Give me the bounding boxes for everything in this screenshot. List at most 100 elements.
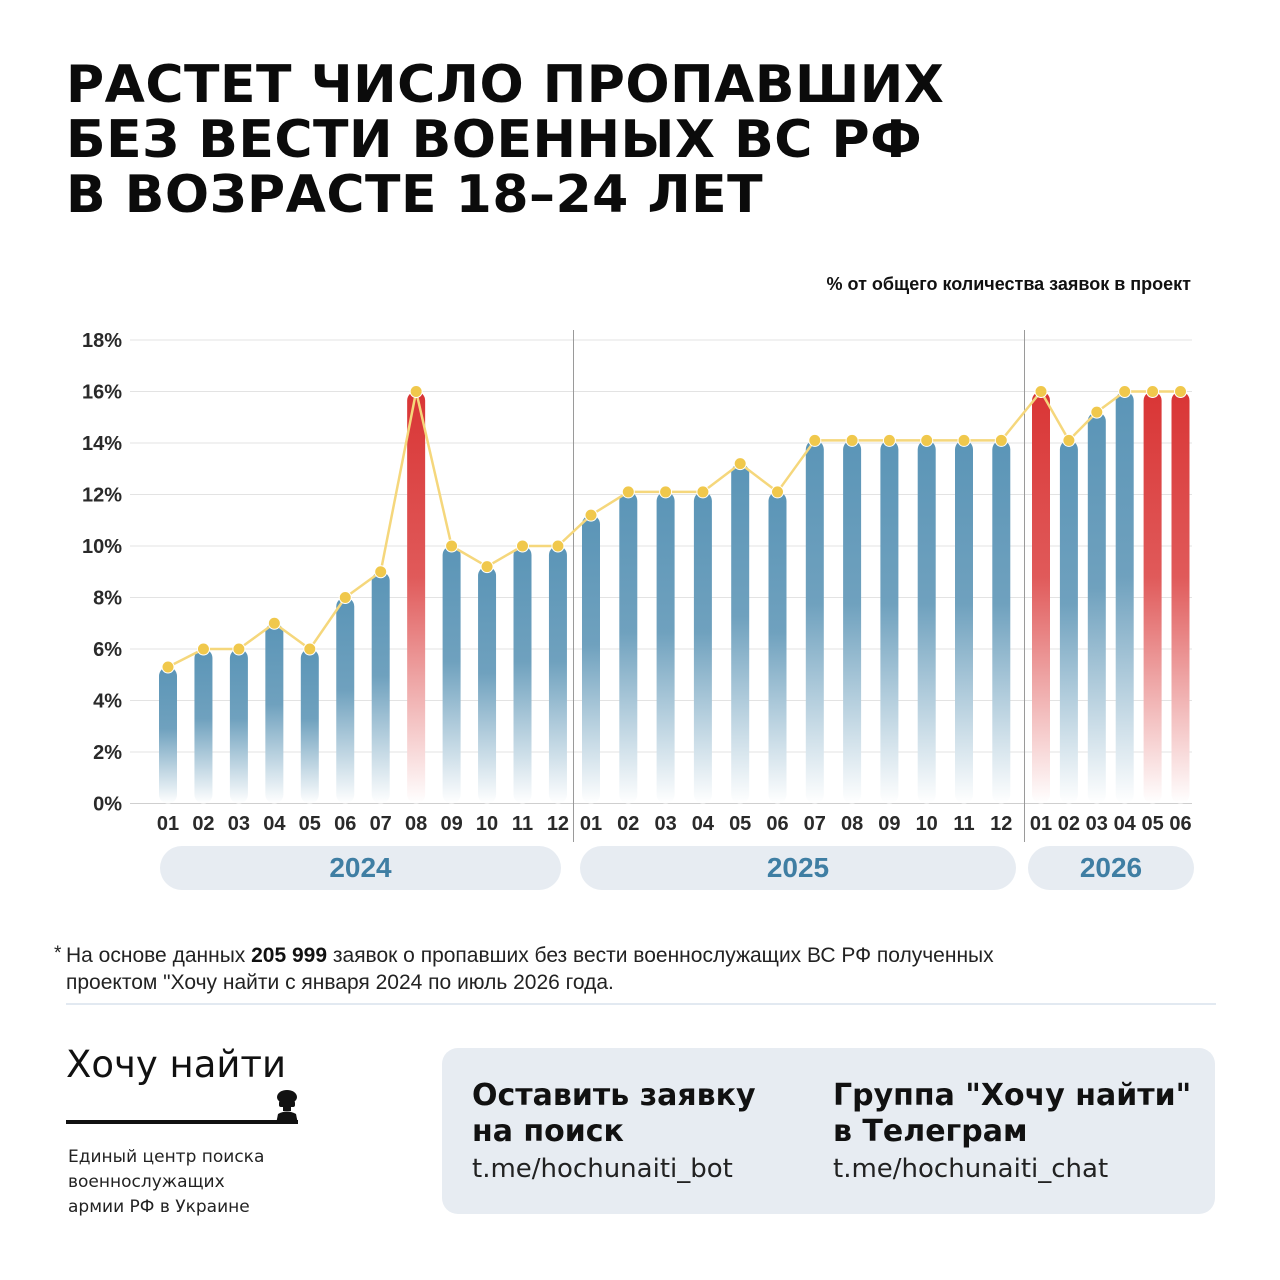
trend-point <box>994 433 1008 447</box>
trend-point <box>920 433 934 447</box>
bar <box>843 440 862 804</box>
brand-name: Хочу найти <box>66 1043 287 1086</box>
trend-point <box>696 485 710 499</box>
request-link-block: Оставить заявку на поиск t.me/hochunaiti… <box>472 1078 756 1184</box>
trend-point <box>621 485 635 499</box>
year-label: 2025 <box>767 852 829 883</box>
y-tick-label: 12% <box>82 485 122 507</box>
bar <box>229 649 248 804</box>
x-tick-label: 01 <box>580 813 602 835</box>
bar <box>731 463 750 804</box>
y-tick-label: 2% <box>93 742 122 764</box>
x-tick-label: 04 <box>263 813 286 835</box>
x-tick-label: 11 <box>512 813 533 835</box>
bar <box>442 546 461 804</box>
year-label: 2026 <box>1080 852 1142 883</box>
x-tick-label: 06 <box>1169 813 1191 835</box>
trend-point <box>771 485 784 499</box>
footnote: * На основе данных 205 999 заявок о проп… <box>54 942 1234 996</box>
trend-point <box>957 433 971 447</box>
trend-point <box>882 433 896 447</box>
y-tick-label: 0% <box>93 794 122 816</box>
trend-point <box>374 565 388 579</box>
bar-highlight <box>407 391 426 804</box>
trend-point <box>551 539 565 553</box>
trend-point <box>1174 385 1187 398</box>
x-tick-label: 02 <box>617 813 639 835</box>
trend-point <box>409 385 423 398</box>
trend-point <box>1118 385 1132 398</box>
x-tick-label: 10 <box>476 813 498 835</box>
x-tick-label: 01 <box>1030 813 1052 835</box>
x-tick-label: 08 <box>405 813 427 835</box>
y-tick-label: 18% <box>82 330 122 352</box>
x-tick-label: 04 <box>692 813 715 835</box>
trend-point <box>267 616 281 630</box>
trend-point <box>480 560 494 574</box>
bar <box>582 515 600 804</box>
bar <box>478 566 497 804</box>
chat-link[interactable]: t.me/hochunaiti_chat <box>833 1154 1109 1184</box>
trend-point <box>161 660 175 674</box>
bar <box>1115 391 1134 804</box>
footnote-line-1: На основе данных 205 999 заявок о пропав… <box>66 944 994 967</box>
x-tick-label: 07 <box>370 813 392 835</box>
trend-point <box>516 539 529 553</box>
trend-line <box>167 390 1181 669</box>
title-line: В ВОЗРАСТЕ 18–24 ЛЕТ <box>66 165 764 225</box>
page-title: РАСТЕТ ЧИСЛО ПРОПАВШИХ БЕЗ ВЕСТИ ВОЕННЫХ… <box>66 58 1166 223</box>
year-pill <box>160 846 561 890</box>
bar <box>194 649 213 804</box>
trend-point <box>445 539 459 553</box>
bar <box>300 649 319 804</box>
bar-highlight <box>1171 391 1190 804</box>
year-pill <box>1028 846 1194 890</box>
y-unit-label: % от общего количества заявок в проект <box>826 274 1191 294</box>
trend-point <box>338 591 352 604</box>
x-tick-label: 02 <box>192 813 214 835</box>
bar <box>513 546 532 804</box>
bar <box>880 440 899 804</box>
footnote-star: * <box>54 943 62 964</box>
x-tick-label: 12 <box>547 813 569 835</box>
x-tick-label: 04 <box>1114 813 1137 835</box>
x-tick-label: 05 <box>729 813 751 835</box>
bar-highlight <box>1143 391 1162 804</box>
bar <box>955 440 973 804</box>
bot-link[interactable]: t.me/hochunaiti_bot <box>472 1154 733 1184</box>
soldier-icon <box>276 1090 298 1124</box>
bar <box>917 440 936 804</box>
trend-point <box>1090 405 1104 419</box>
bar <box>336 597 355 804</box>
trend-point <box>1034 385 1048 398</box>
x-tick-label: 11 <box>953 813 974 835</box>
divider <box>66 1003 1216 1005</box>
request-link-title: Оставить заявку на поиск <box>472 1078 756 1149</box>
y-tick-label: 10% <box>82 536 122 558</box>
footnote-line-2: проектом "Хочу найти с января 2024 по ию… <box>66 971 614 994</box>
title-line: РАСТЕТ ЧИСЛО ПРОПАВШИХ <box>66 55 945 115</box>
bar <box>371 571 390 804</box>
x-tick-label: 08 <box>841 813 863 835</box>
trend-point <box>808 433 822 447</box>
trend-point <box>232 642 246 656</box>
bar <box>1059 440 1078 804</box>
x-tick-label: 06 <box>334 813 356 835</box>
trend-point <box>196 642 210 656</box>
y-tick-label: 8% <box>93 588 122 610</box>
bar <box>548 546 567 804</box>
telegram-group-title: Группа "Хочу найти" в Телеграм <box>833 1078 1192 1149</box>
links-panel: Оставить заявку на поиск t.me/hochunaiti… <box>442 1048 1215 1214</box>
bar <box>693 491 712 804</box>
bar <box>619 491 638 804</box>
trend-point <box>845 433 859 447</box>
request-count: 205 999 <box>251 944 328 967</box>
x-tick-label: 05 <box>1141 813 1163 835</box>
x-tick-label: 06 <box>766 813 788 835</box>
trend-point <box>1146 385 1160 398</box>
trend-point <box>733 457 747 471</box>
x-tick-label: 10 <box>916 813 938 835</box>
bar <box>656 491 675 804</box>
bar <box>1087 412 1106 804</box>
x-tick-label: 05 <box>299 813 321 835</box>
